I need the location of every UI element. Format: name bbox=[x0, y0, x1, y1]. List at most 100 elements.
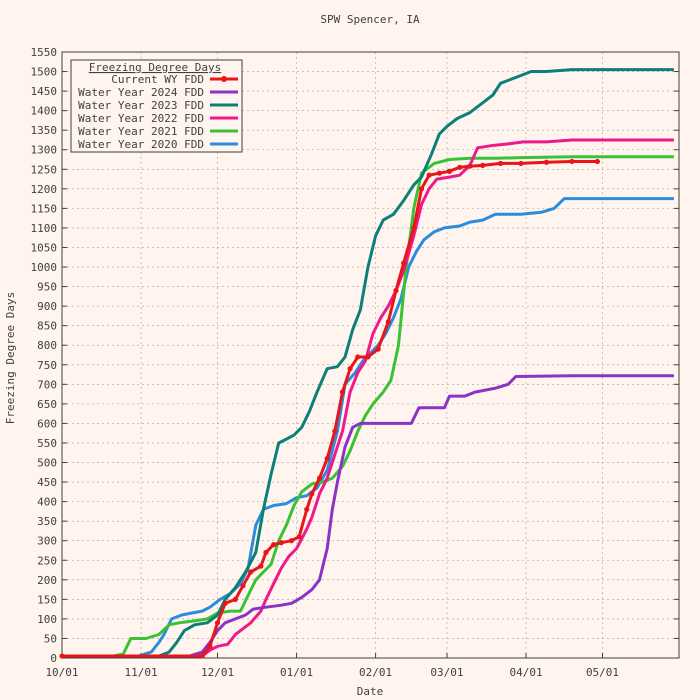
y-tick-label: 550 bbox=[37, 437, 57, 450]
x-tick-label: 11/01 bbox=[124, 666, 157, 679]
y-tick-label: 800 bbox=[37, 339, 57, 352]
y-axis-title: Freezing Degree Days bbox=[4, 292, 17, 424]
series-point bbox=[278, 540, 284, 546]
y-tick-label: 450 bbox=[37, 476, 57, 489]
x-tick-label: 02/01 bbox=[359, 666, 392, 679]
series-point bbox=[446, 168, 453, 174]
series-point bbox=[347, 366, 353, 372]
legend-entry-label: Water Year 2024 FDD bbox=[78, 86, 204, 99]
y-tick-label: 1250 bbox=[31, 163, 58, 176]
chart-title: SPW Spencer, IA bbox=[320, 13, 420, 26]
grid bbox=[61, 51, 679, 659]
y-tick-label: 1500 bbox=[31, 66, 58, 79]
series-point bbox=[480, 162, 486, 168]
y-tick-label: 1100 bbox=[31, 222, 58, 235]
x-axis-title: Date bbox=[357, 685, 384, 698]
series-line-3 bbox=[62, 138, 674, 658]
series-point bbox=[385, 319, 391, 325]
series-point bbox=[207, 643, 213, 649]
y-tick-label: 600 bbox=[37, 417, 57, 430]
series-point bbox=[426, 172, 432, 178]
series-line-5 bbox=[62, 197, 674, 658]
y-tick-label: 850 bbox=[37, 320, 57, 333]
y-tick-label: 150 bbox=[37, 593, 57, 606]
y-axis: 0 50 100 150 200 250 300 350 400 450 500 550 600 650 7… bbox=[31, 46, 679, 665]
series-line-0 bbox=[62, 160, 598, 658]
y-tick-label: 350 bbox=[37, 515, 57, 528]
series-point bbox=[296, 534, 302, 540]
series-point bbox=[288, 538, 295, 544]
series-point bbox=[222, 600, 228, 606]
series-point bbox=[497, 160, 504, 167]
y-tick-label: 1200 bbox=[31, 183, 58, 196]
series-point bbox=[401, 260, 407, 266]
y-tick-label: 300 bbox=[37, 535, 57, 548]
series-point bbox=[240, 583, 246, 589]
y-tick-label: 750 bbox=[37, 359, 57, 372]
series-point bbox=[324, 456, 330, 462]
series-point bbox=[569, 158, 575, 165]
series-line-2 bbox=[62, 68, 674, 658]
series-point bbox=[232, 596, 238, 602]
x-tick-label: 03/01 bbox=[430, 666, 463, 679]
series-point bbox=[309, 491, 315, 497]
series-point bbox=[263, 549, 269, 556]
series-point bbox=[365, 354, 371, 360]
series-point bbox=[316, 475, 323, 481]
series-point bbox=[355, 354, 361, 360]
x-tick-label: 10/01 bbox=[45, 666, 78, 679]
x-tick-label: 04/01 bbox=[509, 666, 542, 679]
series-point bbox=[594, 158, 601, 165]
legend-entry-label: Current WY FDD bbox=[111, 73, 204, 86]
series-point bbox=[271, 542, 277, 548]
series-point bbox=[248, 569, 254, 575]
series-point bbox=[436, 170, 442, 176]
series-line-1 bbox=[62, 374, 674, 658]
y-tick-label: 1150 bbox=[31, 202, 58, 215]
y-tick-label: 1550 bbox=[31, 46, 58, 59]
y-tick-label: 950 bbox=[37, 281, 57, 294]
series-point bbox=[332, 428, 338, 434]
y-tick-label: 1050 bbox=[31, 241, 58, 254]
y-tick-label: 50 bbox=[44, 632, 57, 645]
series-point bbox=[199, 653, 205, 659]
plot-frame bbox=[61, 51, 680, 659]
legend-title: Freezing Degree Days bbox=[89, 61, 221, 74]
legend-swatch-marker bbox=[221, 76, 227, 82]
y-tick-label: 400 bbox=[37, 496, 57, 509]
y-tick-label: 900 bbox=[37, 300, 57, 313]
y-tick-label: 100 bbox=[37, 613, 57, 626]
x-tick-label: 12/01 bbox=[201, 666, 234, 679]
y-tick-label: 500 bbox=[37, 457, 57, 470]
y-tick-label: 200 bbox=[37, 574, 57, 587]
y-tick-label: 1300 bbox=[31, 144, 58, 157]
series-line-4 bbox=[62, 155, 674, 658]
y-tick-label: 250 bbox=[37, 554, 57, 567]
series-point bbox=[59, 653, 65, 659]
y-tick-label: 1400 bbox=[31, 105, 58, 118]
legend-entry-label: Water Year 2021 FDD bbox=[78, 125, 204, 138]
series-point bbox=[457, 164, 463, 170]
y-tick-label: 0 bbox=[50, 652, 57, 665]
series-point bbox=[304, 506, 310, 513]
series-lines bbox=[59, 68, 674, 659]
y-tick-label: 700 bbox=[37, 378, 57, 391]
legend-entry-label: Water Year 2020 FDD bbox=[78, 138, 204, 151]
series-point bbox=[258, 563, 264, 569]
series-point bbox=[518, 160, 524, 167]
y-tick-label: 1450 bbox=[31, 85, 58, 98]
y-tick-label: 1000 bbox=[31, 261, 58, 274]
x-tick-label: 05/01 bbox=[586, 666, 619, 679]
legend-entry-label: Water Year 2023 FDD bbox=[78, 99, 204, 112]
series-point bbox=[411, 225, 417, 231]
series-point bbox=[339, 389, 346, 395]
x-tick-label: 01/01 bbox=[280, 666, 313, 679]
series-point bbox=[214, 620, 221, 626]
series-point bbox=[375, 346, 381, 352]
series-point bbox=[467, 163, 473, 169]
legend: Freezing Degree Days Current WY FDDWater… bbox=[70, 59, 243, 153]
series-point bbox=[418, 186, 425, 192]
legend-entry-label: Water Year 2022 FDD bbox=[78, 112, 204, 125]
